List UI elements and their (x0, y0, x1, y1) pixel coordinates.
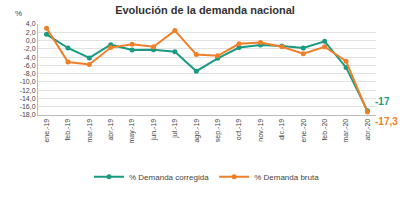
svg-text:mar.-19: mar.-19 (86, 119, 93, 143)
svg-text:%: % (15, 9, 22, 18)
svg-text:% Demanda corregida: % Demanda corregida (129, 173, 209, 182)
svg-text:sep.-19: sep.-19 (214, 119, 222, 142)
svg-text:-6,0: -6,0 (24, 62, 36, 69)
svg-text:oct.-19: oct.-19 (235, 119, 242, 141)
svg-text:jul.-19: jul.-19 (171, 119, 179, 139)
svg-text:2,0: 2,0 (26, 29, 36, 36)
svg-text:ene.-20: ene.-20 (300, 119, 307, 143)
svg-text:abr.-19: abr.-19 (107, 119, 114, 141)
svg-text:-8,0: -8,0 (24, 70, 36, 77)
svg-text:0,0: 0,0 (26, 37, 36, 44)
svg-text:-12,0: -12,0 (20, 87, 36, 94)
svg-text:-18,0: -18,0 (20, 111, 36, 118)
svg-text:Evolución de la demanda nacion: Evolución de la demanda nacional (115, 4, 295, 16)
svg-text:-2,0: -2,0 (24, 45, 36, 52)
svg-text:-14,0: -14,0 (20, 95, 36, 102)
svg-text:ene.-19: ene.-19 (43, 119, 50, 143)
svg-text:abr.-20: abr.-20 (364, 119, 371, 141)
svg-text:jun.-19: jun.-19 (150, 119, 158, 142)
svg-text:feb.-20: feb.-20 (321, 119, 328, 141)
svg-text:feb.-19: feb.-19 (64, 119, 71, 141)
svg-text:dic.-19: dic.-19 (278, 119, 285, 140)
svg-text:4,0: 4,0 (26, 20, 36, 27)
svg-text:-10,0: -10,0 (20, 78, 36, 85)
svg-text:% Demanda bruta: % Demanda bruta (254, 173, 319, 182)
svg-text:nov.-19: nov.-19 (257, 119, 264, 142)
svg-text:ago.-19: ago.-19 (193, 119, 201, 143)
svg-text:may.-19: may.-19 (128, 119, 136, 144)
svg-text:mar.-20: mar.-20 (342, 119, 349, 143)
svg-text:-17,3: -17,3 (375, 116, 398, 127)
svg-text:-17: -17 (375, 96, 390, 107)
svg-text:-4,0: -4,0 (24, 54, 36, 61)
svg-text:-16,0: -16,0 (20, 103, 36, 110)
